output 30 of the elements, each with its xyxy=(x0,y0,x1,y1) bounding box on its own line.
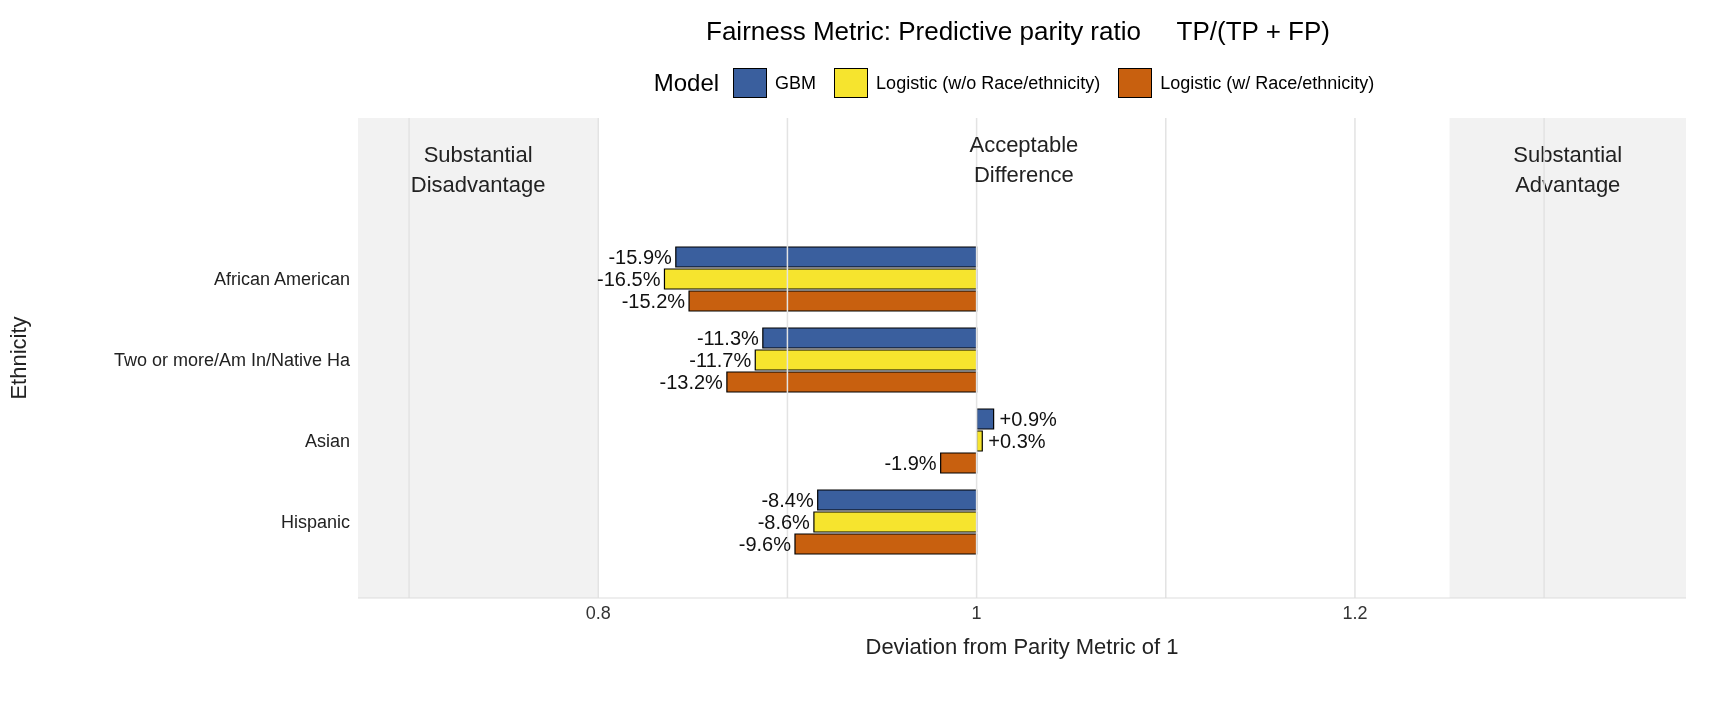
text: Acceptable Difference xyxy=(968,131,1080,189)
y-tick-label: Two or more/Am In/Native Ha xyxy=(113,349,351,370)
y-tick-label: Hispanic xyxy=(280,511,350,532)
chart-title: Fairness Metric: Predictive parity ratio TP/(TP + FP) xyxy=(705,15,1331,48)
band-label: Substantial Disadvantage xyxy=(410,142,546,197)
legend-title: Model xyxy=(653,69,720,97)
legend-label: GBM xyxy=(775,72,817,94)
data-label: -11.7% xyxy=(689,349,752,371)
bar xyxy=(940,452,978,474)
data-label: -1.9% xyxy=(884,452,937,474)
data-label: -8.4% xyxy=(761,489,814,511)
band-label: Substantial Advantage xyxy=(1513,142,1623,197)
data-label: +0.9% xyxy=(999,408,1058,430)
data-label: +0.3% xyxy=(988,430,1046,452)
y-axis-title: Ethnicity xyxy=(5,316,31,400)
legend-label: Logistic (w/ Race/ethnicity) xyxy=(1160,72,1375,94)
data-label: -13.2% xyxy=(659,371,724,393)
x-axis-title: Deviation from Parity Metric of 1 xyxy=(865,634,1179,659)
x-tick-label: 1.2 xyxy=(1342,602,1368,623)
data-label: -9.6% xyxy=(738,533,792,555)
data-label: -8.6% xyxy=(757,511,811,533)
x-tick-label: 1 xyxy=(971,602,982,623)
data-label: -11.3% xyxy=(696,327,760,349)
data-label: -15.9% xyxy=(608,246,673,268)
data-label: -15.2% xyxy=(621,290,686,312)
legend-label: Logistic (w/o Race/ethnicity) xyxy=(876,72,1101,94)
y-tick-label: African American xyxy=(213,268,350,289)
data-label: -16.5% xyxy=(597,268,661,290)
y-tick-label: Asian xyxy=(304,430,350,451)
x-tick-label: 0.8 xyxy=(585,602,611,623)
